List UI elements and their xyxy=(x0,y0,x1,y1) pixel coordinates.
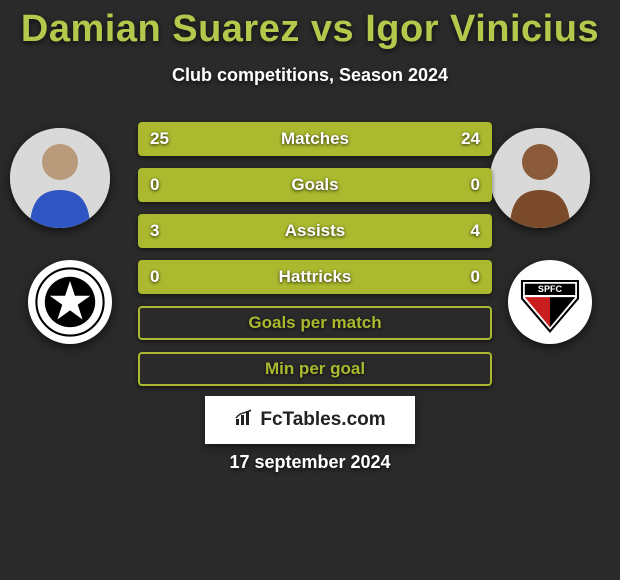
stat-label: Assists xyxy=(285,221,345,241)
club-right-badge: SPFC xyxy=(508,260,592,344)
brand-badge[interactable]: FcTables.com xyxy=(205,396,415,444)
stat-right-value: 0 xyxy=(471,175,480,195)
stat-bar-min-per-goal: Min per goal xyxy=(138,352,492,386)
botafogo-icon xyxy=(35,267,105,337)
comparison-card: Damian Suarez vs Igor Vinicius Club comp… xyxy=(0,0,620,580)
stat-right-value: 0 xyxy=(471,267,480,287)
stat-left-value: 0 xyxy=(150,175,159,195)
stat-bar-matches: 25 Matches 24 xyxy=(138,122,492,156)
stat-bar-hattricks: 0 Hattricks 0 xyxy=(138,260,492,294)
spfc-icon: SPFC xyxy=(515,267,585,337)
stat-bar-goals-per-match: Goals per match xyxy=(138,306,492,340)
stat-bar-assists: 3 Assists 4 xyxy=(138,214,492,248)
svg-text:SPFC: SPFC xyxy=(538,284,563,294)
club-left-badge xyxy=(28,260,112,344)
stat-label: Matches xyxy=(281,129,349,149)
player-right-avatar xyxy=(490,128,590,228)
brand-text: FcTables.com xyxy=(260,409,385,431)
stat-bars: 25 Matches 24 0 Goals 0 3 Assists 4 0 Hattricks 0 Go… xyxy=(138,122,492,398)
stat-left-value: 25 xyxy=(150,129,169,149)
subtitle: Club competitions, Season 2024 xyxy=(0,65,620,86)
stat-bar-goals: 0 Goals 0 xyxy=(138,168,492,202)
stat-left-value: 0 xyxy=(150,267,159,287)
stat-label: Goals per match xyxy=(248,313,381,333)
date-text: 17 september 2024 xyxy=(229,452,390,473)
stat-right-value: 4 xyxy=(471,221,480,241)
page-title: Damian Suarez vs Igor Vinicius xyxy=(0,0,620,51)
stat-right-value: 24 xyxy=(461,129,480,149)
stat-left-value: 3 xyxy=(150,221,159,241)
person-icon xyxy=(490,128,590,228)
stat-label: Min per goal xyxy=(265,359,365,379)
chart-icon xyxy=(234,409,254,432)
stat-label: Goals xyxy=(291,175,338,195)
person-icon xyxy=(10,128,110,228)
stat-label: Hattricks xyxy=(279,267,352,287)
player-left-avatar xyxy=(10,128,110,228)
